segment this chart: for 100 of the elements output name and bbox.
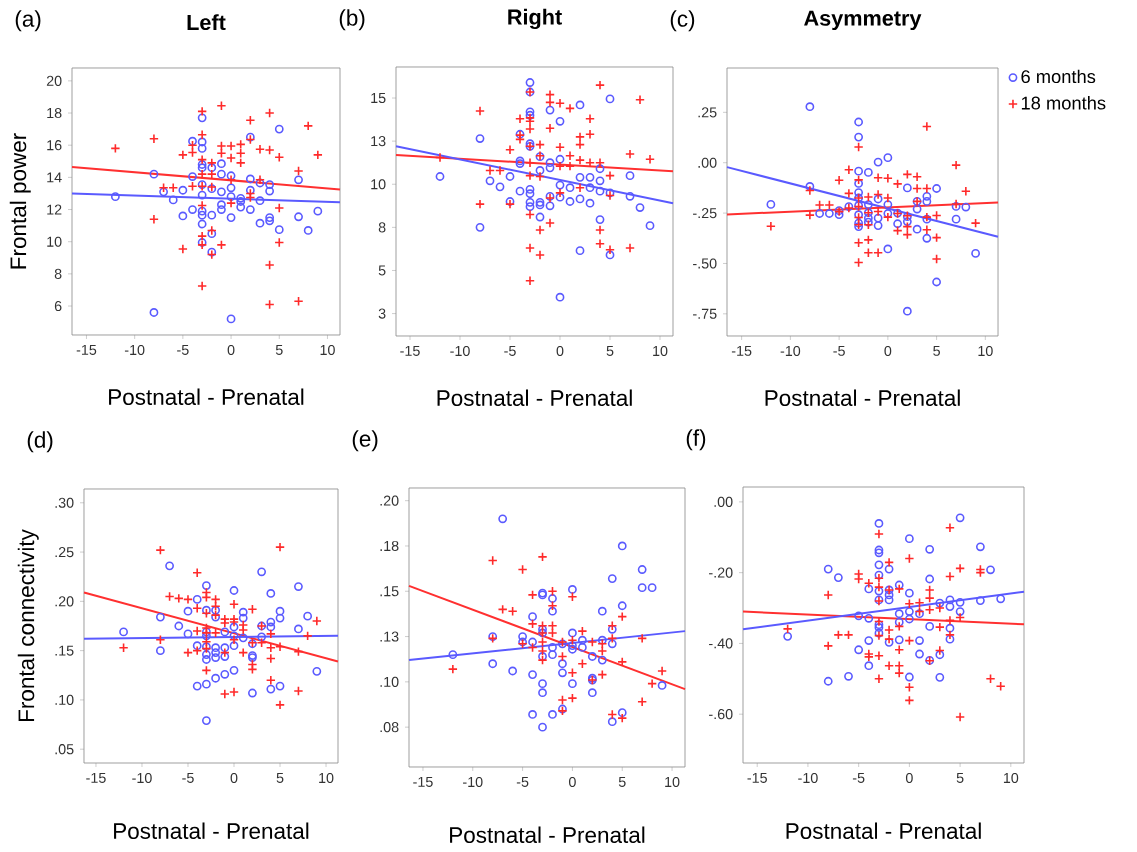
point [884, 595, 894, 605]
point [955, 607, 965, 616]
point [568, 641, 577, 651]
x-tick-label: 0 [556, 345, 564, 357]
point [197, 206, 207, 216]
point [235, 157, 246, 168]
x-tick-label: -5 [182, 772, 194, 783]
point [211, 673, 221, 683]
point [555, 142, 566, 153]
point [568, 644, 577, 654]
point [168, 182, 179, 193]
point [595, 215, 605, 224]
point [921, 224, 932, 235]
point [823, 676, 833, 686]
x-tick-label: 10 [319, 772, 334, 784]
point [605, 94, 615, 104]
point [312, 149, 323, 160]
point [922, 197, 932, 206]
y-axis-title: Frontal connectivity [17, 529, 39, 722]
point [255, 218, 265, 228]
point [805, 182, 815, 191]
point [823, 564, 833, 574]
point [265, 213, 275, 222]
point [904, 614, 914, 624]
point [447, 664, 458, 675]
point [597, 635, 607, 645]
point [585, 172, 595, 182]
point [863, 213, 873, 223]
point [505, 144, 516, 155]
point [904, 588, 914, 598]
point [274, 124, 284, 134]
text: (e) [352, 430, 378, 452]
point [168, 195, 178, 205]
point [220, 627, 230, 637]
point [226, 153, 237, 164]
x-axis-title: Postnatal - Prenatal [109, 388, 304, 405]
point [545, 163, 555, 173]
y-tick-label: 10 [47, 236, 62, 247]
point [555, 154, 565, 164]
point [274, 152, 285, 163]
point [202, 679, 211, 689]
point [505, 172, 515, 181]
point [236, 197, 246, 206]
y-tick-label: .25 [698, 107, 717, 118]
point [155, 646, 165, 656]
point [595, 164, 605, 174]
chart-title: Left [187, 14, 226, 31]
point [925, 622, 935, 631]
point [197, 219, 207, 229]
point [637, 696, 648, 707]
point [587, 688, 597, 698]
point [236, 193, 246, 203]
point [538, 679, 547, 689]
point [528, 670, 537, 679]
point [873, 673, 884, 684]
point [197, 113, 207, 123]
point [882, 192, 893, 203]
point [119, 627, 128, 637]
point [174, 621, 184, 631]
point [192, 594, 202, 604]
point [545, 218, 556, 229]
point [864, 584, 874, 594]
x-tick-label: 10 [978, 345, 993, 357]
point [229, 641, 239, 651]
point [192, 625, 203, 636]
point [236, 202, 246, 212]
point [587, 652, 597, 661]
point [932, 184, 941, 193]
point [505, 199, 516, 210]
y-tick-label: .13 [380, 631, 399, 642]
point [518, 632, 527, 641]
point [585, 129, 596, 140]
point [525, 243, 536, 254]
point [229, 622, 239, 632]
point [915, 649, 924, 659]
point [148, 133, 159, 144]
point [854, 645, 864, 655]
point [177, 243, 188, 254]
point [637, 583, 647, 593]
point [874, 519, 884, 528]
point [254, 174, 265, 185]
x-tick-label: 5 [606, 345, 614, 356]
point [229, 687, 240, 698]
x-tick-label: -5 [516, 776, 529, 787]
point [935, 650, 945, 660]
text: (a) [15, 10, 41, 32]
text: (b) [339, 9, 365, 31]
point [955, 513, 965, 523]
y-tick-label: 8 [54, 268, 62, 279]
point [864, 636, 874, 645]
point [971, 248, 980, 258]
y-tick-label: 15 [371, 93, 386, 104]
point [834, 175, 845, 186]
chart-title: Asymmetry [804, 10, 922, 31]
point [274, 225, 284, 235]
point [274, 202, 285, 213]
point [275, 613, 285, 623]
point [235, 148, 246, 159]
point [265, 180, 275, 189]
point [525, 78, 535, 87]
